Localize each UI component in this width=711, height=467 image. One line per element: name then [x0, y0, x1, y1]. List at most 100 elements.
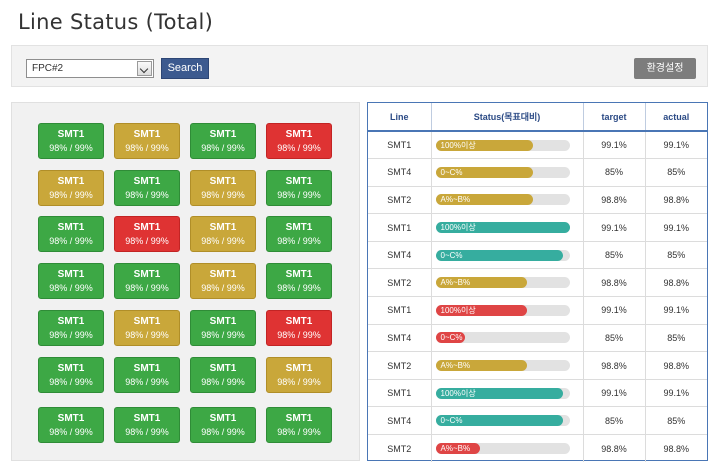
line-tile[interactable]: SMT1 98% / 99% [38, 216, 104, 252]
progress-bar: 100%이상 [435, 222, 570, 234]
actual-cell: 85% [645, 324, 707, 353]
line-tile[interactable]: SMT1 98% / 99% [114, 123, 180, 159]
line-cell: SMT4 [368, 241, 432, 270]
line-tile-name: SMT1 [209, 176, 237, 187]
line-tile-name: SMT1 [57, 316, 85, 327]
line-tile[interactable]: SMT1 98% / 99% [266, 407, 332, 443]
line-tile-value: 98% / 99% [49, 427, 93, 437]
line-tile-name: SMT1 [57, 363, 85, 374]
progress-bar-fill [435, 222, 570, 234]
status-cell: 0~C% [431, 324, 584, 353]
line-tile[interactable]: SMT1 98% / 99% [38, 310, 104, 346]
line-tile-value: 98% / 99% [49, 283, 93, 293]
line-tile[interactable]: SMT1 98% / 99% [38, 407, 104, 443]
toolbar: FPC#2 Search 환경설정 [11, 45, 708, 87]
settings-button[interactable]: 환경설정 [634, 58, 696, 79]
line-tile-name: SMT1 [285, 413, 313, 424]
line-tile-value: 98% / 99% [49, 377, 93, 387]
target-cell: 98.8% [583, 268, 646, 298]
status-cell: A%~B% [431, 351, 584, 380]
actual-cell: 99.1% [645, 296, 707, 325]
line-cell: SMT1 [368, 296, 432, 325]
line-tile-value: 98% / 99% [277, 283, 321, 293]
line-tile-name: SMT1 [57, 176, 85, 187]
line-tile[interactable]: SMT1 98% / 99% [114, 357, 180, 393]
progress-bar-fill [435, 166, 534, 178]
line-tile[interactable]: SMT1 98% / 99% [190, 407, 256, 443]
line-tile-value: 98% / 99% [49, 143, 93, 153]
target-cell: 98.8% [583, 434, 646, 463]
line-tile[interactable]: SMT1 98% / 99% [114, 263, 180, 299]
line-tile[interactable]: SMT1 98% / 99% [38, 170, 104, 206]
progress-bar-label: 100%이상 [440, 388, 476, 398]
table-row[interactable]: SMT4 0~C% 85% 85% [368, 158, 707, 187]
table-row[interactable]: SMT2 A%~B% 98.8% 98.8% [368, 268, 707, 298]
search-button[interactable]: Search [161, 58, 209, 79]
line-tile-value: 98% / 99% [201, 427, 245, 437]
table-row[interactable]: SMT1 100%이상 99.1% 99.1% [368, 213, 707, 242]
line-cell: SMT4 [368, 324, 432, 353]
table-row[interactable]: SMT4 0~C% 85% 85% [368, 241, 707, 270]
actual-cell: 85% [645, 158, 707, 187]
table-row[interactable]: SMT1 100%이상 99.1% 99.1% [368, 296, 707, 325]
line-tile[interactable]: SMT1 98% / 99% [266, 263, 332, 299]
table-row[interactable]: SMT2 A%~B% 98.8% 98.8% [368, 351, 707, 380]
line-cell: SMT2 [368, 186, 432, 215]
line-tile[interactable]: SMT1 98% / 99% [38, 123, 104, 159]
line-tile[interactable]: SMT1 98% / 99% [38, 263, 104, 299]
progress-bar-label: 0~C% [440, 167, 463, 177]
line-tile[interactable]: SMT1 98% / 99% [190, 216, 256, 252]
line-tile[interactable]: SMT1 98% / 99% [266, 123, 332, 159]
line-tile[interactable]: SMT1 98% / 99% [114, 170, 180, 206]
line-tile[interactable]: SMT1 98% / 99% [190, 357, 256, 393]
page-title: Line Status (Total) [18, 10, 214, 34]
line-tile[interactable]: SMT1 98% / 99% [190, 123, 256, 159]
line-tile-name: SMT1 [57, 269, 85, 280]
line-tile-value: 98% / 99% [49, 330, 93, 340]
line-tile-name: SMT1 [133, 129, 161, 140]
line-tile-name: SMT1 [133, 222, 161, 233]
table-row[interactable]: SMT1 100%이상 99.1% 99.1% [368, 131, 707, 160]
line-tile-value: 98% / 99% [201, 377, 245, 387]
table-row[interactable]: SMT4 0~C% 85% 85% [368, 324, 707, 353]
line-tile[interactable]: SMT1 98% / 99% [190, 310, 256, 346]
chevron-down-icon[interactable] [137, 61, 152, 76]
line-tile[interactable]: SMT1 98% / 99% [114, 407, 180, 443]
status-cell: A%~B% [431, 268, 584, 298]
line-tile-name: SMT1 [209, 316, 237, 327]
target-cell: 98.8% [583, 351, 646, 380]
progress-bar: 100%이상 [435, 139, 570, 151]
line-tile[interactable]: SMT1 98% / 99% [266, 357, 332, 393]
progress-bar-fill [435, 443, 480, 455]
target-cell: 99.1% [583, 379, 646, 408]
line-tile[interactable]: SMT1 98% / 99% [266, 310, 332, 346]
line-cell: SMT4 [368, 158, 432, 187]
table-row[interactable]: SMT1 100%이상 99.1% 99.1% [368, 379, 707, 408]
line-tile[interactable]: SMT1 98% / 99% [114, 216, 180, 252]
table-row[interactable]: SMT2 A%~B% 98.8% 98.8% [368, 434, 707, 463]
table-row[interactable]: SMT2 A%~B% 98.8% 98.8% [368, 186, 707, 215]
actual-cell: 99.1% [645, 213, 707, 242]
line-tile-value: 98% / 99% [125, 330, 169, 340]
line-tile-name: SMT1 [209, 363, 237, 374]
line-tile-value: 98% / 99% [125, 427, 169, 437]
line-tile-name: SMT1 [209, 222, 237, 233]
line-tile[interactable]: SMT1 98% / 99% [190, 170, 256, 206]
line-tile-name: SMT1 [209, 269, 237, 280]
line-tile-name: SMT1 [285, 363, 313, 374]
line-tile[interactable]: SMT1 98% / 99% [38, 357, 104, 393]
line-tile-name: SMT1 [57, 222, 85, 233]
line-cell: SMT2 [368, 351, 432, 380]
line-cell: SMT2 [368, 434, 432, 463]
line-tile-name: SMT1 [285, 269, 313, 280]
line-tile[interactable]: SMT1 98% / 99% [190, 263, 256, 299]
line-select[interactable]: FPC#2 [26, 59, 154, 78]
line-tile[interactable]: SMT1 98% / 99% [266, 170, 332, 206]
target-cell: 99.1% [583, 131, 646, 160]
line-tile[interactable]: SMT1 98% / 99% [114, 310, 180, 346]
status-table-panel: Line Status(목표대비) target actual SMT1 100%… [367, 102, 708, 463]
actual-cell: 98.8% [645, 268, 707, 298]
line-tile[interactable]: SMT1 98% / 99% [266, 216, 332, 252]
table-row[interactable]: SMT4 0~C% 85% 85% [368, 406, 707, 436]
progress-bar-fill [435, 194, 534, 206]
